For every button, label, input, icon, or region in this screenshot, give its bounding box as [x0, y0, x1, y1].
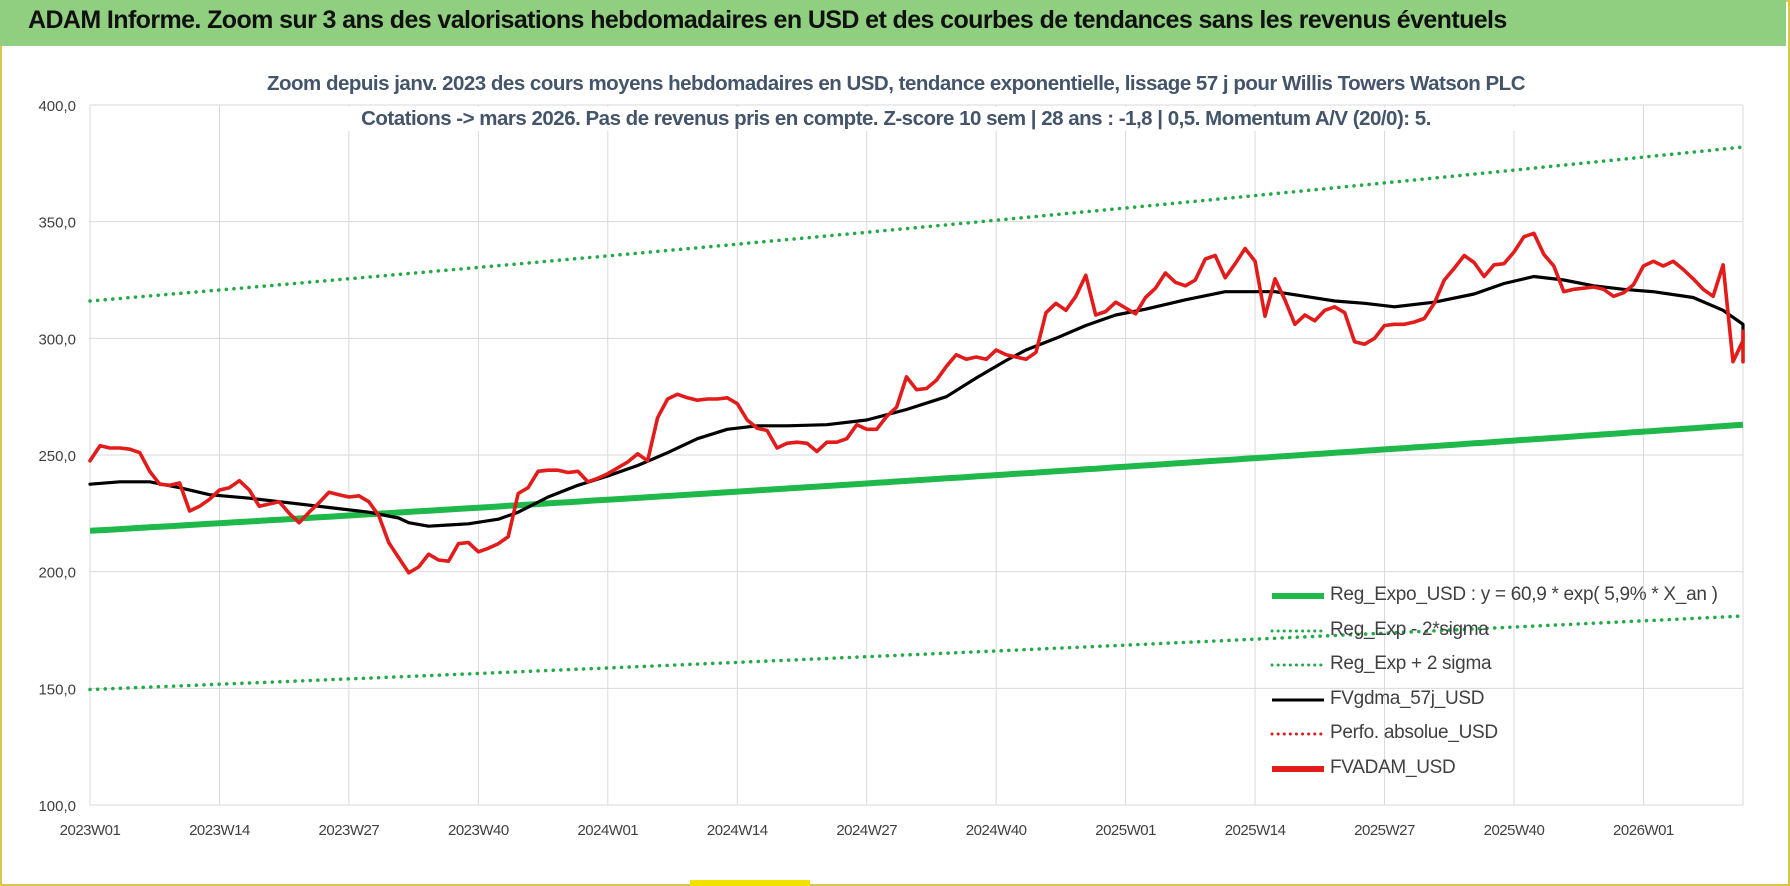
x-tick-label: 2025W14	[1225, 822, 1286, 839]
x-tick-label: 2023W40	[448, 822, 509, 839]
legend-label: Reg_Exp - 2*sigma	[1330, 618, 1489, 640]
legend-label: Reg_Exp + 2 sigma	[1330, 653, 1492, 675]
bottom-tab-marker	[690, 880, 810, 886]
legend-swatch	[1272, 698, 1324, 702]
x-tick-label: 2026W01	[1613, 822, 1674, 839]
series-lines	[88, 145, 1745, 692]
legend-swatch	[1272, 593, 1324, 600]
legend-item-fvadam: FVADAM_USD	[1270, 751, 1750, 786]
legend-label: Reg_Expo_USD : y = 60,9 * exp( 5,9% * X_…	[1330, 584, 1718, 606]
y-tick-label: 200,0	[38, 565, 76, 582]
legend-swatch	[1270, 732, 1326, 736]
header-band	[0, 0, 1786, 46]
y-tick-label: 250,0	[38, 448, 76, 465]
legend-swatch	[1270, 663, 1326, 667]
x-tick-label: 2023W14	[189, 822, 250, 839]
y-tick-label: 400,0	[38, 98, 76, 115]
x-tick-label: 2023W01	[60, 822, 121, 839]
y-tick-label: 350,0	[38, 215, 76, 232]
x-tick-label: 2025W27	[1354, 822, 1415, 839]
chart-legend: Reg_Expo_USD : y = 60,9 * exp( 5,9% * X_…	[1270, 578, 1750, 785]
x-axis-tick-labels: 2023W01 2023W14 2023W27 2023W40 2024W01 2024W…	[60, 822, 1675, 839]
x-tick-label: 2024W01	[577, 822, 638, 839]
x-tick-label: 2024W27	[836, 822, 897, 839]
legend-swatch	[1270, 629, 1326, 633]
legend-item-reg-expo: Reg_Expo_USD : y = 60,9 * exp( 5,9% * X_…	[1270, 578, 1750, 613]
chart-subtitle: Cotations -> mars 2026. Pas de revenus p…	[246, 107, 1546, 131]
legend-item-reg-plus-2sigma: Reg_Exp + 2 sigma	[1270, 647, 1750, 682]
legend-swatch	[1272, 765, 1324, 772]
y-tick-label: 300,0	[38, 331, 76, 348]
y-axis-tick-labels: 400,0 350,0 300,0 250,0 200,0 150,0 100,0	[38, 98, 76, 815]
x-tick-label: 2025W40	[1484, 822, 1545, 839]
grid-lines	[89, 104, 1744, 806]
legend-label: FVADAM_USD	[1330, 756, 1456, 778]
legend-item-perfo-absolue: Perfo. absolue_USD	[1270, 716, 1750, 751]
x-tick-label: 2023W27	[319, 822, 380, 839]
legend-label: FVgdma_57j_USD	[1330, 687, 1485, 709]
legend-label: Perfo. absolue_USD	[1330, 722, 1498, 744]
x-tick-label: 2025W01	[1095, 822, 1156, 839]
legend-item-reg-minus-2sigma: Reg_Exp - 2*sigma	[1270, 613, 1750, 648]
series-reg-minus-2sigma-line	[88, 614, 1745, 692]
x-tick-label: 2024W40	[966, 822, 1027, 839]
report-title: ADAM Informe. Zoom sur 3 ans des valoris…	[28, 6, 1507, 34]
chart-title: Zoom depuis janv. 2023 des cours moyens …	[246, 72, 1546, 96]
x-tick-label: 2024W14	[707, 822, 768, 839]
y-tick-label: 100,0	[38, 798, 76, 815]
y-tick-label: 150,0	[38, 681, 76, 698]
series-reg-expo-line	[89, 421, 1744, 534]
series-fvadam-line	[88, 231, 1745, 575]
legend-item-fvgdma: FVgdma_57j_USD	[1270, 682, 1750, 717]
series-fvgdma-line	[88, 274, 1745, 528]
series-reg-plus-2sigma-line	[88, 145, 1745, 303]
